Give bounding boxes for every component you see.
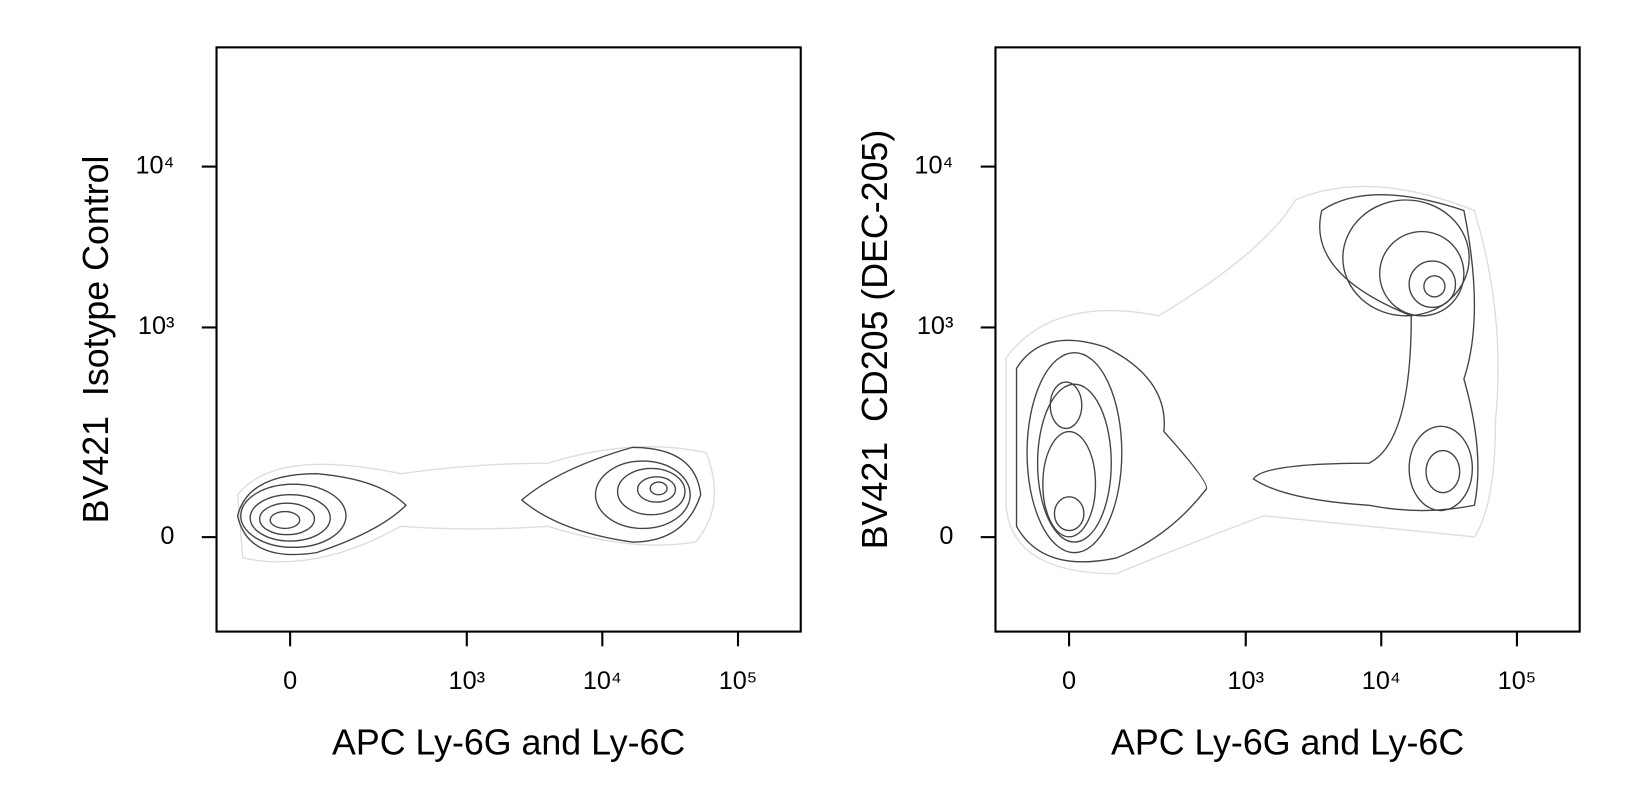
x-tick-label: 10³ (449, 667, 486, 695)
y-tick-label: 0 (939, 522, 953, 550)
y-axis-label: BV421 CD205 (DEC-205) (855, 130, 895, 549)
x-tick-label: 10⁴ (1362, 667, 1401, 695)
plot-frame (994, 46, 1581, 633)
y-tick-label: 10⁴ (914, 151, 953, 179)
x-tick-label: 0 (1062, 667, 1076, 695)
y-tick-label: 10⁴ (135, 151, 174, 179)
population-contours (236, 446, 716, 563)
y-axis-label: BV421 Isotype Control (76, 156, 116, 524)
plot-frame (215, 46, 802, 633)
x-tick-label: 10⁵ (719, 667, 758, 695)
x-tick-label: 10⁵ (1498, 667, 1537, 695)
x-tick-label: 10³ (1227, 667, 1264, 695)
population-contours (1005, 185, 1499, 575)
x-tick-label: 10⁴ (583, 667, 622, 695)
x-tick-label: 0 (283, 667, 297, 695)
y-tick-label: 10³ (917, 312, 954, 340)
y-tick-label: 10³ (138, 312, 175, 340)
y-tick-label: 0 (160, 522, 174, 550)
x-axis-label: APC Ly-6G and Ly-6C (332, 723, 685, 763)
x-axis-label: APC Ly-6G and Ly-6C (1111, 723, 1464, 763)
